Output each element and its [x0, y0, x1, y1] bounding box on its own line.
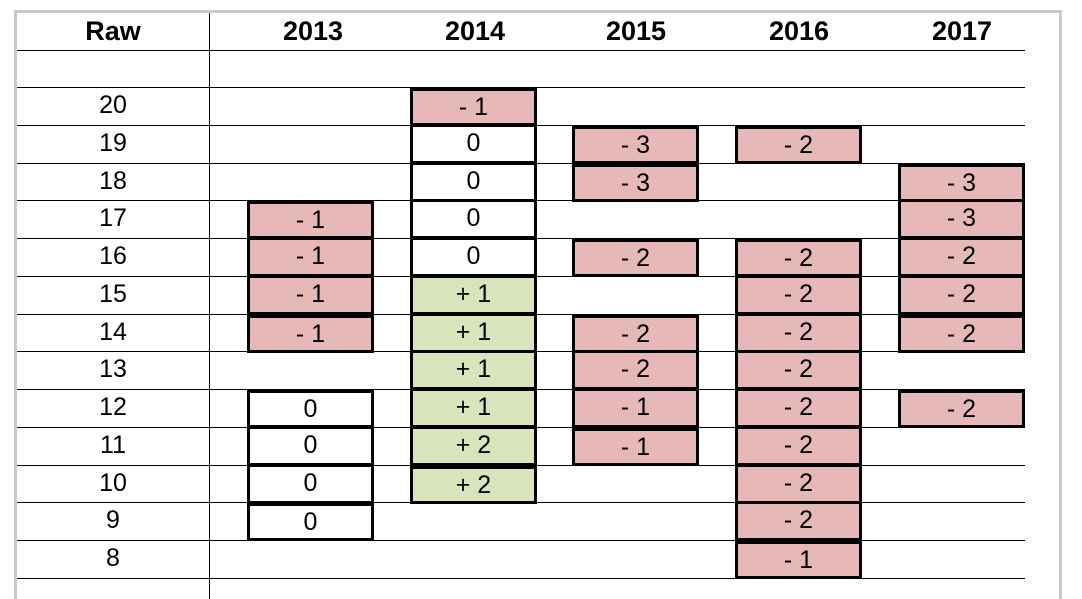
raw-score-label: 11: [100, 431, 126, 459]
adjustment-cell-2013: 0: [247, 428, 374, 466]
adjustment-cell-2014: + 1: [410, 352, 537, 390]
adjustment-cell-2013: - 1: [247, 239, 374, 277]
adjustment-cell-2017: - 2: [898, 390, 1025, 428]
raw-score-label: 9: [106, 506, 120, 534]
header-year-2016: 2016: [768, 16, 830, 46]
adjustment-cell-2014: + 1: [410, 390, 537, 428]
raw-score-label: 14: [99, 318, 127, 346]
adjustment-cell-2016: - 1: [735, 541, 862, 579]
header-year-2013: 2013: [282, 16, 344, 46]
raw-score-label: 12: [99, 393, 127, 421]
adjustment-cell-2014: + 2: [410, 466, 537, 504]
row-rule: [17, 540, 1025, 541]
adjustment-cell-2015: - 2: [572, 239, 699, 277]
adjustment-cell-2013: - 1: [247, 201, 374, 239]
adjustment-cell-2014: + 1: [410, 315, 537, 353]
adjustment-cell-2013: - 1: [247, 315, 374, 353]
adjustment-cell-2014: 0: [410, 239, 537, 277]
adjustment-cell-2013: - 1: [247, 277, 374, 315]
adjustment-cell-2015: - 3: [572, 164, 699, 202]
adjustment-cell-2017: - 2: [898, 315, 1025, 353]
sheet-frame-left: [14, 10, 17, 599]
sheet-frame-right: [1059, 10, 1062, 599]
adjustment-cell-2014: 0: [410, 164, 537, 202]
adjustment-cell-2014: 0: [410, 126, 537, 164]
adjustment-cell-2017: - 3: [898, 201, 1025, 239]
header-year-2017: 2017: [931, 16, 993, 46]
adjustment-cell-2015: - 1: [572, 390, 699, 428]
adjustment-cell-2016: - 2: [735, 239, 862, 277]
row-rule: [17, 50, 1025, 51]
raw-column-divider: [209, 13, 210, 599]
adjustment-cell-2017: - 2: [898, 239, 1025, 277]
adjustment-cell-2013: 0: [247, 466, 374, 504]
adjustment-cell-2014: + 1: [410, 277, 537, 315]
row-rule: [17, 87, 1025, 88]
raw-score-label: 15: [99, 280, 127, 308]
row-rule: [17, 578, 1025, 579]
header-year-2014: 2014: [444, 16, 506, 46]
raw-score-label: 13: [99, 355, 127, 383]
adjustment-cell-2016: - 2: [735, 503, 862, 541]
raw-score-label: 16: [99, 242, 127, 270]
raw-score-label: 18: [99, 167, 127, 195]
adjustment-cell-2015: - 2: [572, 352, 699, 390]
raw-score-label: 10: [99, 469, 127, 497]
header-raw: Raw: [85, 16, 141, 46]
adjustment-cell-2017: - 3: [898, 164, 1025, 202]
adjustment-cell-2015: - 2: [572, 315, 699, 353]
adjustment-cell-2017: - 2: [898, 277, 1025, 315]
adjustment-cell-2013: 0: [247, 503, 374, 541]
adjustment-cell-2015: - 1: [572, 428, 699, 466]
adjustment-cell-2016: - 2: [735, 277, 862, 315]
header-year-2015: 2015: [605, 16, 667, 46]
adjustment-cell-2013: 0: [247, 390, 374, 428]
adjustment-cell-2015: - 3: [572, 126, 699, 164]
adjustment-cell-2014: - 1: [410, 88, 537, 126]
raw-score-label: 20: [99, 91, 127, 119]
adjustment-cell-2016: - 2: [735, 352, 862, 390]
raw-score-label: 17: [99, 204, 127, 232]
adjustment-cell-2014: + 2: [410, 428, 537, 466]
adjustment-cell-2016: - 2: [735, 466, 862, 504]
raw-score-label: 19: [99, 129, 127, 157]
raw-score-label: 8: [106, 544, 120, 572]
adjustment-cell-2016: - 2: [735, 315, 862, 353]
sheet-frame-top: [14, 10, 1062, 13]
adjustment-cell-2014: 0: [410, 201, 537, 239]
adjustment-cell-2016: - 2: [735, 390, 862, 428]
adjustment-cell-2016: - 2: [735, 126, 862, 164]
adjustment-cell-2016: - 2: [735, 428, 862, 466]
